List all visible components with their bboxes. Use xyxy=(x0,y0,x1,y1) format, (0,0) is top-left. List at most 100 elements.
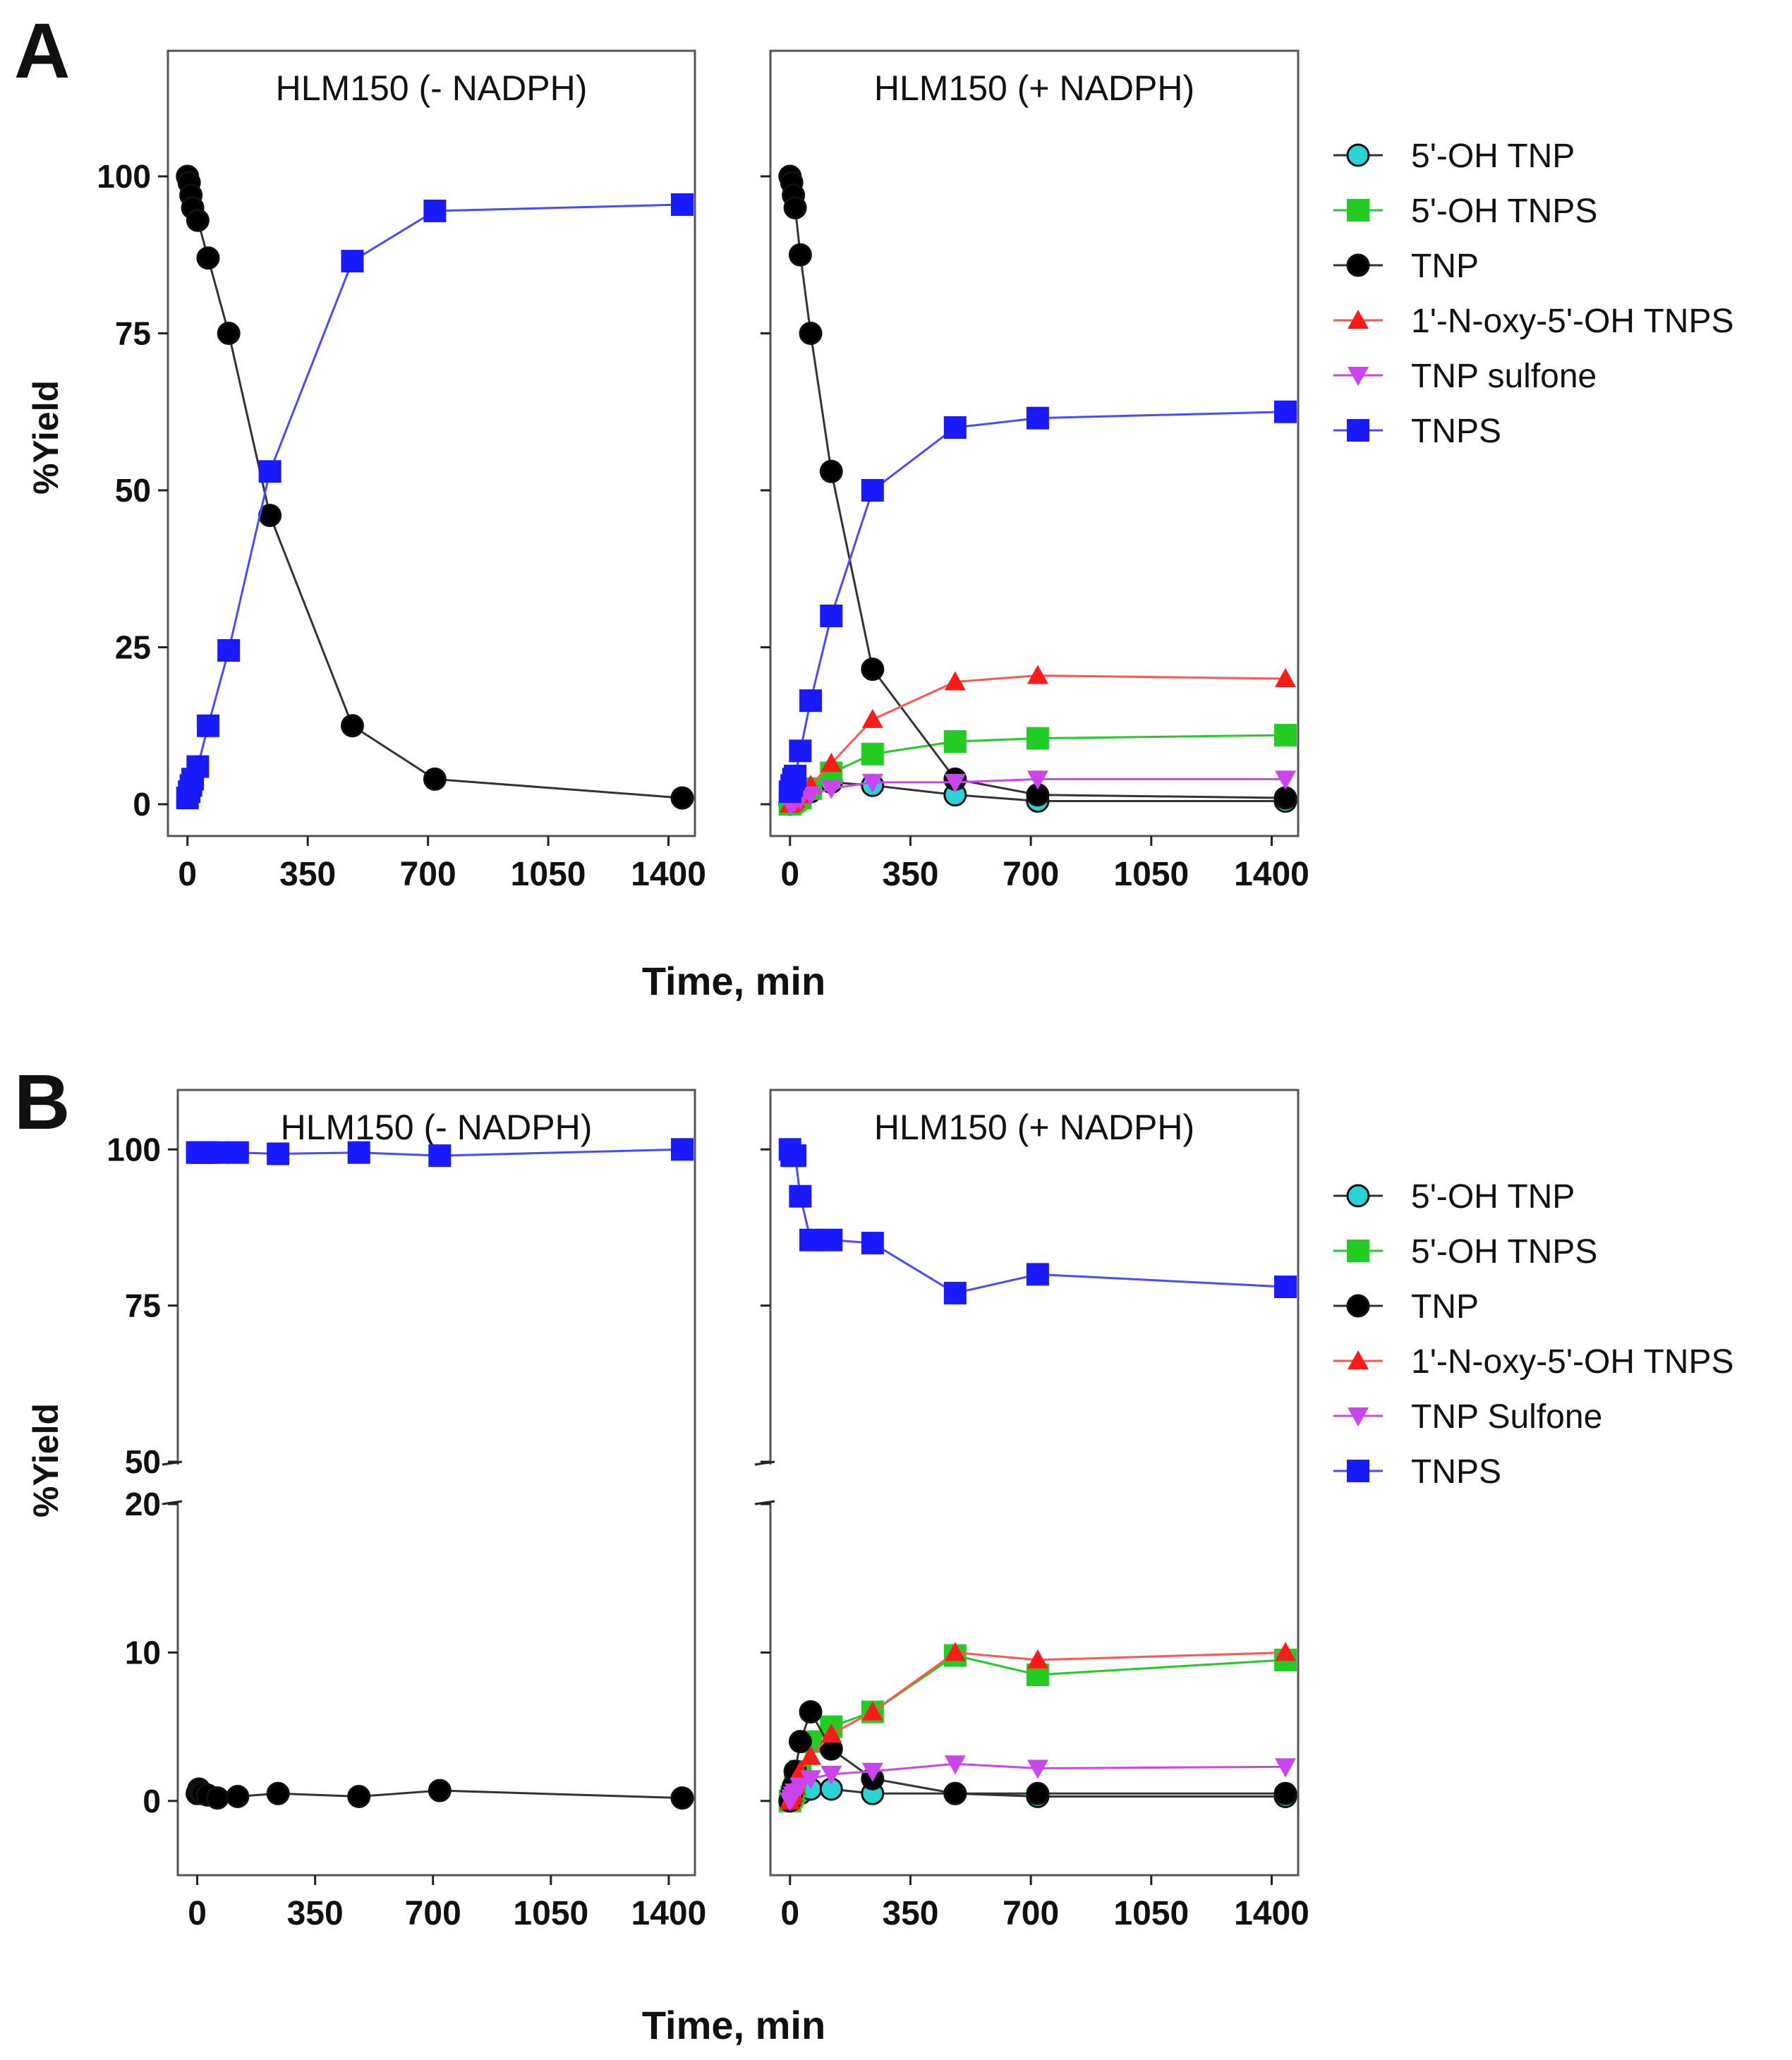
data-point xyxy=(1273,1781,1297,1805)
data-point xyxy=(671,1138,694,1161)
chart-b-left: HLM150 (- NADPH) 0 350 700 1050 1400 0 10 20 50 75… xyxy=(107,1089,707,1932)
series-markers xyxy=(186,1777,694,1810)
data-point xyxy=(423,199,447,222)
legend-marker xyxy=(1348,367,1369,386)
x-tick-label: 1050 xyxy=(1113,856,1189,893)
legend-marker xyxy=(1347,1460,1369,1482)
legend-label: 1'-N-oxy-5'-OH TNPS xyxy=(1411,1343,1734,1381)
legend-label: TNPS xyxy=(1411,1453,1501,1491)
x-tick-label: 700 xyxy=(400,856,456,893)
legend-item: TNP xyxy=(1333,248,1479,285)
data-point xyxy=(671,193,694,217)
data-point xyxy=(1274,400,1297,423)
legend-item: 5'-OH TNP xyxy=(1333,138,1575,175)
x-tick-label: 1400 xyxy=(631,856,706,893)
series-line xyxy=(186,176,683,799)
data-point xyxy=(1273,786,1297,810)
axis-break-mark xyxy=(162,1460,183,1466)
series-markers xyxy=(779,1755,1296,1812)
data-point xyxy=(800,786,822,806)
x-tick-label: 0 xyxy=(188,1895,207,1932)
data-point xyxy=(820,605,843,627)
data-point xyxy=(205,1786,229,1810)
panel-a-xlabel: Time, min xyxy=(642,959,825,1003)
legend-marker xyxy=(1348,1350,1369,1369)
x-tick-label: 700 xyxy=(405,1895,461,1932)
data-point xyxy=(943,1781,967,1805)
y-tick-label: 50 xyxy=(115,472,151,509)
legend-label: TNPS xyxy=(1411,413,1501,450)
data-point xyxy=(428,1144,452,1168)
legend-marker xyxy=(1346,253,1370,277)
legend-item: 5'-OH TNPS xyxy=(1333,1233,1597,1271)
y-tick-label: 0 xyxy=(143,1783,161,1819)
chart-title: HLM150 (+ NADPH) xyxy=(874,1108,1194,1147)
legend-item: TNPS xyxy=(1333,1453,1501,1491)
legend-label: TNP sulfone xyxy=(1411,358,1597,395)
panel-letter-a: A xyxy=(14,8,70,95)
chart-title: HLM150 (- NADPH) xyxy=(276,68,588,108)
data-point xyxy=(670,1786,694,1810)
panel-letter-b: B xyxy=(14,1059,70,1146)
data-point xyxy=(821,1723,842,1743)
legend-label: TNP xyxy=(1411,1288,1479,1326)
data-point xyxy=(1027,1649,1048,1668)
data-point xyxy=(1026,1263,1049,1286)
legend-item: TNP xyxy=(1333,1288,1479,1326)
legend-marker xyxy=(1346,1184,1370,1208)
data-point xyxy=(788,1730,812,1754)
data-point xyxy=(1027,665,1048,684)
data-point xyxy=(783,196,807,219)
data-point xyxy=(799,1228,823,1252)
plot-frame xyxy=(167,49,696,837)
data-point xyxy=(861,1701,883,1721)
data-point xyxy=(821,753,842,772)
data-point xyxy=(944,773,966,793)
data-point xyxy=(861,658,885,681)
chart-title: HLM150 (- NADPH) xyxy=(281,1108,593,1147)
panel-a-ylabel: %Yield xyxy=(26,380,66,495)
legend-label: 5'-OH TNPS xyxy=(1411,1233,1597,1271)
x-tick-label: 350 xyxy=(287,1895,344,1932)
data-point xyxy=(789,739,812,763)
y-tick-label: 75 xyxy=(115,315,151,352)
legend-item: TNP sulfone xyxy=(1333,358,1597,395)
data-point xyxy=(340,714,364,738)
axis-break-mark xyxy=(162,1500,183,1505)
x-tick-label: 1400 xyxy=(631,1895,707,1932)
data-point xyxy=(670,786,694,810)
legend-marker xyxy=(1348,310,1369,329)
x-tick-label: 1050 xyxy=(511,856,586,893)
series-line xyxy=(186,203,683,799)
data-point xyxy=(820,1228,843,1252)
data-point xyxy=(186,755,210,778)
x-tick-label: 0 xyxy=(780,1895,799,1932)
y-tick-label: 10 xyxy=(125,1634,161,1671)
data-point xyxy=(861,773,883,793)
legend-item: TNP Sulfone xyxy=(1333,1398,1602,1436)
y-tick-label: 50 xyxy=(125,1443,161,1480)
data-point xyxy=(1026,1781,1050,1805)
data-point xyxy=(186,208,210,232)
legend-item: TNPS xyxy=(1333,413,1501,450)
data-point xyxy=(267,1142,290,1165)
legend-item: 1'-N-oxy-5'-OH TNPS xyxy=(1333,303,1734,340)
data-point xyxy=(861,742,884,765)
x-tick-label: 0 xyxy=(178,856,197,893)
data-point xyxy=(423,767,447,791)
data-point xyxy=(943,1281,967,1304)
y-tick-label: 75 xyxy=(125,1288,161,1324)
axis-break-mark xyxy=(754,1500,775,1505)
data-point xyxy=(217,322,241,345)
x-tick-label: 0 xyxy=(780,856,799,893)
data-point xyxy=(944,671,966,691)
data-point xyxy=(861,1232,884,1255)
legend-item: 5'-OH TNP xyxy=(1333,1178,1575,1216)
x-tick-label: 1400 xyxy=(1234,1895,1309,1932)
data-point xyxy=(1026,406,1049,430)
plot-frame xyxy=(176,1089,696,1877)
x-tick-label: 700 xyxy=(1003,1895,1059,1932)
chart-a-right: HLM150 (+ NADPH) 0 350 700 1050 1400 xyxy=(761,49,1309,893)
data-point xyxy=(1275,1642,1296,1661)
